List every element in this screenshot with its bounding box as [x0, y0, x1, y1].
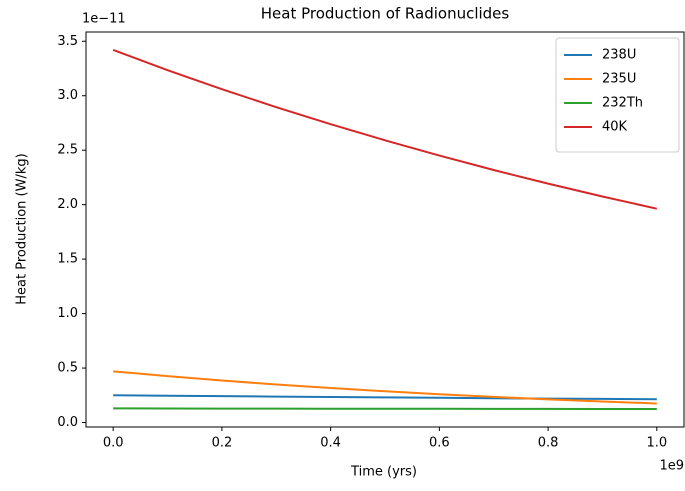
x-offset-text: 1e9 [659, 459, 684, 474]
legend-label: 238U [602, 48, 636, 63]
y-tick-label: 3.5 [57, 34, 78, 49]
y-tick-label: 2.5 [57, 143, 78, 158]
legend-label: 235U [602, 72, 636, 87]
x-axis-label: Time (yrs) [350, 465, 417, 480]
y-tick-label: 3.0 [57, 88, 78, 103]
chart-title: Heat Production of Radionuclides [261, 5, 510, 23]
legend-box [555, 37, 680, 153]
y-axis-label: Heat Production (W/kg) [15, 153, 30, 304]
y-tick-label: 0.5 [57, 361, 78, 376]
legend-label: 40K [602, 120, 628, 135]
x-tick-label: 1.0 [646, 436, 667, 451]
y-tick-label: 1.0 [57, 306, 78, 321]
series-line [113, 394, 657, 401]
x-tick-label: 0.0 [103, 436, 124, 451]
y-tick-label: 2.0 [57, 197, 78, 212]
axes-frame [85, 31, 685, 428]
legend-label: 232Th [602, 96, 643, 111]
x-tick-label: 0.8 [538, 436, 559, 451]
x-tick-label: 0.4 [320, 436, 341, 451]
series-line [113, 370, 657, 405]
series-line [113, 407, 657, 411]
series-line [112, 49, 658, 210]
legend: 238U 235U 232Th 40K [555, 37, 680, 153]
x-tick-label: 0.6 [429, 436, 450, 451]
y-tick-label: 0.0 [57, 415, 78, 430]
y-tick-label: 1.5 [57, 252, 78, 267]
y-offset-text: 1e−11 [82, 12, 126, 27]
x-tick-label: 0.2 [212, 436, 233, 451]
